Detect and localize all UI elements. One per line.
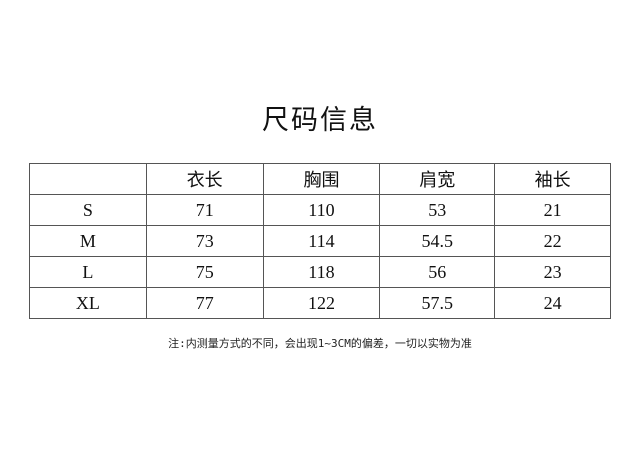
table-cell: 54.5 (379, 225, 496, 257)
measurement-note: 注:内测量方式的不同，会出现1~3CM的偏差，一切以实物为准 (168, 337, 472, 350)
size-cell: XL (29, 287, 147, 319)
size-cell: S (29, 194, 147, 226)
table-row: S 71 110 53 21 (29, 194, 611, 226)
header-cell: 胸围 (262, 163, 381, 195)
table-cell: 23 (494, 256, 611, 288)
table-cell: 73 (145, 225, 264, 257)
page-title: 尺码信息 (262, 105, 378, 136)
table-cell: 56 (379, 256, 496, 288)
table-row: M 73 114 54.5 22 (29, 225, 611, 257)
table-cell: 57.5 (379, 287, 496, 319)
table-row: L 75 118 56 23 (29, 256, 611, 288)
size-table: 衣长 胸围 肩宽 袖长 S 71 110 53 21 M 73 114 54.5… (29, 163, 611, 319)
table-cell: 110 (262, 194, 381, 226)
size-cell: L (29, 256, 147, 288)
table-cell: 75 (145, 256, 264, 288)
table-cell: 122 (262, 287, 381, 319)
table-cell: 71 (145, 194, 264, 226)
header-cell: 肩宽 (379, 163, 496, 195)
table-cell: 118 (262, 256, 381, 288)
table-row: XL 77 122 57.5 24 (29, 287, 611, 319)
header-cell: 袖长 (494, 163, 611, 195)
header-cell (29, 163, 147, 195)
table-cell: 24 (494, 287, 611, 319)
table-cell: 53 (379, 194, 496, 226)
table-cell: 77 (145, 287, 264, 319)
table-cell: 114 (262, 225, 381, 257)
size-cell: M (29, 225, 147, 257)
table-cell: 22 (494, 225, 611, 257)
table-cell: 21 (494, 194, 611, 226)
header-row: 衣长 胸围 肩宽 袖长 (29, 163, 611, 195)
header-cell: 衣长 (145, 163, 264, 195)
